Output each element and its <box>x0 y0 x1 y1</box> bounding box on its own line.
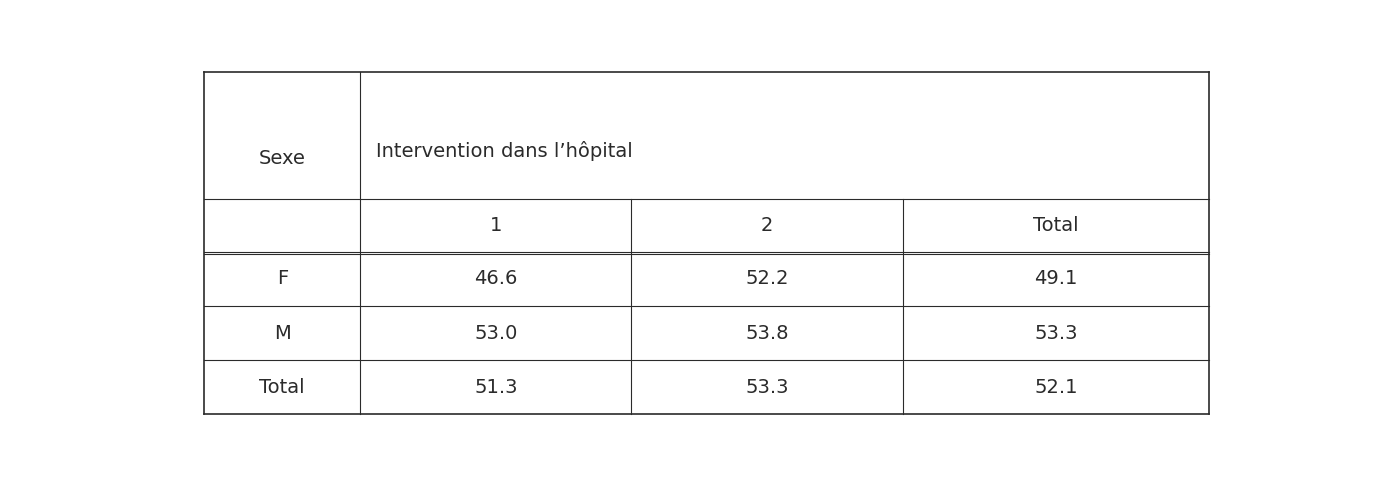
Text: 53.3: 53.3 <box>745 378 789 397</box>
Text: M: M <box>274 324 291 343</box>
Text: 1: 1 <box>490 216 502 235</box>
Text: Total: Total <box>259 378 305 397</box>
Text: F: F <box>277 270 288 288</box>
Text: 53.0: 53.0 <box>474 324 517 343</box>
Text: 46.6: 46.6 <box>474 270 517 288</box>
Text: 53.8: 53.8 <box>745 324 789 343</box>
Text: 52.1: 52.1 <box>1034 378 1077 397</box>
Text: 2: 2 <box>761 216 774 235</box>
Text: 49.1: 49.1 <box>1034 270 1077 288</box>
Text: 51.3: 51.3 <box>474 378 517 397</box>
Text: Sexe: Sexe <box>259 149 306 168</box>
Text: 52.2: 52.2 <box>745 270 789 288</box>
Text: 53.3: 53.3 <box>1034 324 1077 343</box>
Text: Intervention dans l’hôpital: Intervention dans l’hôpital <box>376 141 633 161</box>
Text: Total: Total <box>1033 216 1078 235</box>
